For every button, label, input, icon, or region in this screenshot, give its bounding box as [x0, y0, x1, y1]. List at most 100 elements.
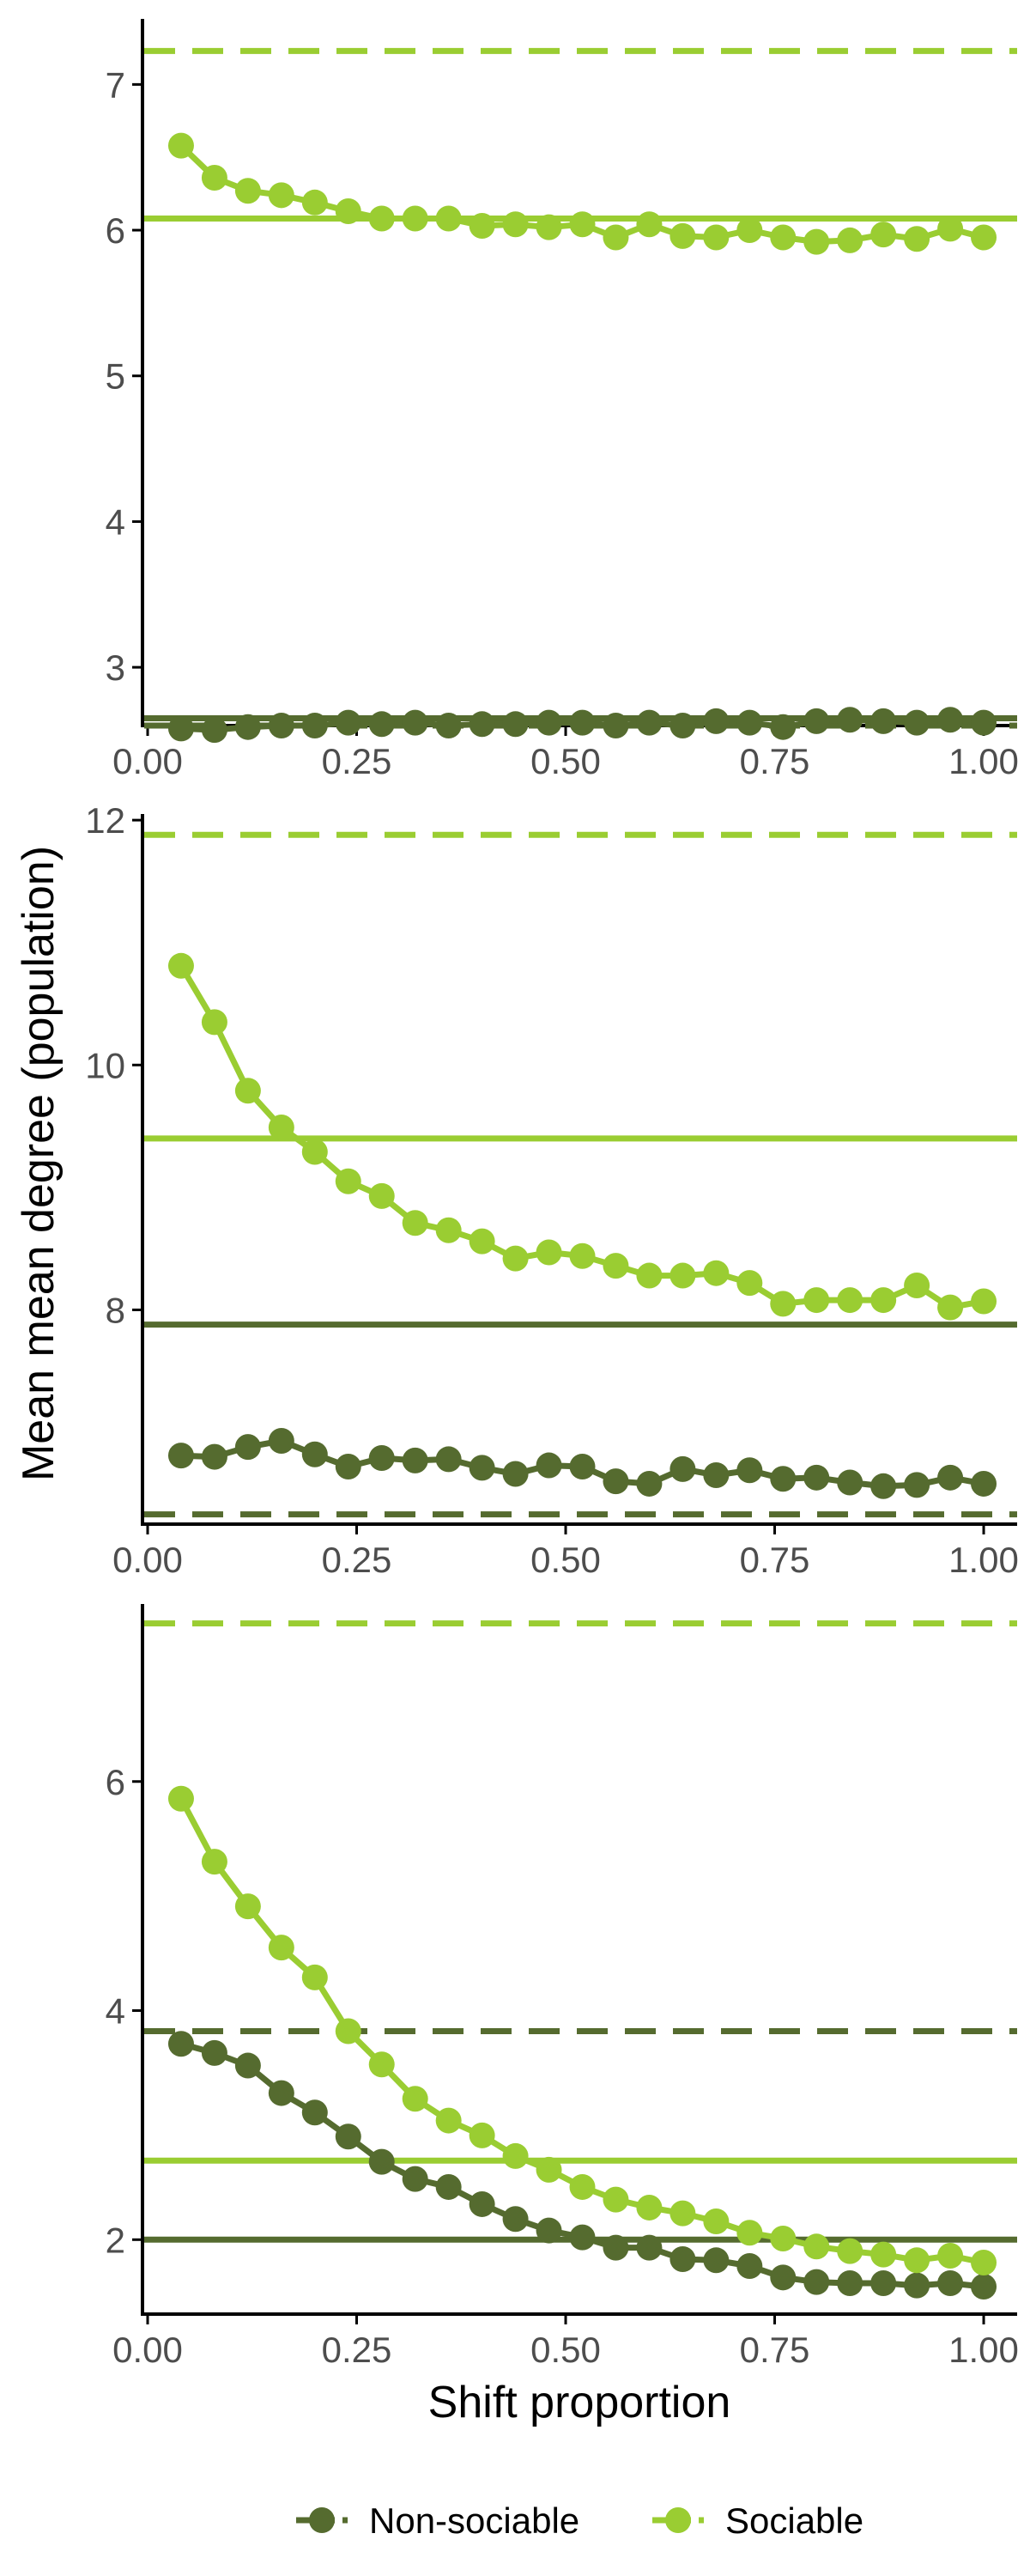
data-point-sociable — [167, 952, 194, 979]
x-tick-label: 1.00 — [948, 2330, 1019, 2370]
data-point-sociable — [234, 1893, 261, 1920]
data-point-non-sociable — [837, 707, 863, 733]
data-point-non-sociable — [502, 711, 529, 738]
data-point-sociable — [335, 2018, 361, 2044]
x-tick-label: 0.25 — [322, 741, 392, 781]
data-point-non-sociable — [234, 1434, 261, 1461]
legend-label-sociable: Sociable — [725, 2500, 863, 2541]
data-point-non-sociable — [167, 1443, 194, 1469]
data-point-sociable — [870, 2241, 897, 2268]
data-point-sociable — [435, 205, 462, 232]
data-point-sociable — [469, 1228, 495, 1255]
data-point-sociable — [569, 2173, 596, 2200]
data-point-sociable — [603, 1253, 629, 1279]
data-point-non-sociable — [770, 714, 797, 740]
data-point-non-sociable — [636, 1470, 663, 1497]
data-point-non-sociable — [335, 709, 361, 736]
data-point-sociable — [368, 1182, 395, 1209]
data-point-non-sociable — [502, 2206, 529, 2233]
y-tick-label: 4 — [106, 1991, 125, 2032]
data-point-non-sociable — [301, 1441, 328, 1467]
data-point-sociable — [368, 205, 395, 232]
x-tick-label: 0.00 — [112, 2330, 183, 2370]
data-point-non-sociable — [703, 1461, 730, 1488]
data-point-non-sociable — [670, 1455, 696, 1482]
data-point-sociable — [837, 2238, 863, 2264]
data-point-sociable — [268, 182, 294, 209]
panel-1: 3 4 5 6 7 0.00 0.25 0.50 0.75 1.00 — [106, 19, 1019, 781]
y-tick-label: 5 — [106, 356, 125, 397]
data-point-non-sociable — [368, 711, 395, 738]
data-point-non-sociable — [301, 2099, 328, 2126]
data-point-sociable — [268, 1935, 294, 1961]
data-point-non-sociable — [502, 1461, 529, 1487]
data-point-sociable — [435, 1217, 462, 1243]
data-point-sociable — [736, 2220, 763, 2246]
data-point-sociable — [536, 1239, 562, 1266]
data-point-sociable — [502, 211, 529, 238]
data-point-sociable — [971, 2249, 997, 2275]
data-point-non-sociable — [167, 715, 194, 742]
data-point-sociable — [904, 2247, 930, 2274]
data-point-sociable — [335, 1168, 361, 1194]
data-point-non-sociable — [870, 1473, 897, 1499]
data-point-non-sociable — [904, 2272, 930, 2299]
panel-3: 2 4 6 0.00 0.25 0.50 0.75 1.00 — [106, 1604, 1019, 2370]
y-tick-label: 6 — [106, 210, 125, 251]
data-point-non-sociable — [703, 2247, 730, 2274]
y-tick-label: 10 — [85, 1045, 125, 1085]
data-point-sociable — [670, 1262, 696, 1289]
data-point-non-sociable — [703, 708, 730, 734]
data-point-sociable — [167, 1785, 194, 1812]
data-point-non-sociable — [435, 1446, 462, 1473]
legend-key-point-sociable — [665, 2507, 691, 2533]
x-tick-label: 0.25 — [322, 2330, 392, 2370]
data-point-sociable — [167, 132, 194, 159]
data-point-non-sociable — [736, 2252, 763, 2279]
data-point-sociable — [301, 1964, 328, 1990]
data-point-non-sociable — [469, 711, 495, 738]
data-point-non-sociable — [736, 709, 763, 736]
y-axis-title: Mean mean degree (population) — [14, 846, 64, 1481]
data-point-non-sociable — [268, 1428, 294, 1455]
data-point-non-sociable — [837, 1469, 863, 1496]
data-point-sociable — [904, 226, 930, 252]
data-point-non-sociable — [368, 2148, 395, 2175]
data-point-non-sociable — [435, 2173, 462, 2200]
data-point-sociable — [569, 1242, 596, 1269]
data-point-sociable — [368, 2051, 395, 2078]
data-point-sociable — [603, 2186, 629, 2213]
data-point-sociable — [736, 1270, 763, 1297]
data-point-non-sociable — [402, 709, 428, 736]
data-point-non-sociable — [670, 713, 696, 738]
data-point-non-sociable — [469, 1455, 495, 1481]
data-point-non-sociable — [402, 1447, 428, 1473]
data-point-sociable — [703, 224, 730, 251]
panel-2: 8 10 12 0.00 0.25 0.50 0.75 1.00 — [85, 800, 1019, 1580]
data-point-non-sociable — [603, 2234, 629, 2261]
data-point-sociable — [971, 1288, 997, 1315]
x-tick-label: 0.75 — [740, 741, 810, 781]
data-point-non-sociable — [770, 2264, 797, 2291]
data-point-sociable — [201, 1849, 227, 1875]
data-point-sociable — [402, 2086, 428, 2112]
data-point-non-sociable — [301, 713, 328, 738]
data-point-sociable — [770, 224, 797, 251]
data-point-non-sociable — [770, 1466, 797, 1492]
data-point-non-sociable — [234, 714, 261, 740]
y-tick-label: 6 — [106, 1762, 125, 1802]
y-tick-label: 7 — [106, 64, 125, 105]
data-point-sociable — [937, 2242, 964, 2269]
data-point-sociable — [837, 227, 863, 253]
data-point-non-sociable — [971, 1470, 997, 1497]
data-point-non-sociable — [803, 2269, 830, 2295]
data-point-sociable — [870, 222, 897, 248]
data-point-sociable — [502, 1245, 529, 1272]
data-point-sociable — [703, 1260, 730, 1286]
data-point-non-sociable — [201, 717, 227, 744]
data-point-sociable — [536, 214, 562, 240]
data-point-sociable — [636, 211, 663, 238]
x-tick-label: 0.50 — [530, 741, 601, 781]
data-point-non-sociable — [469, 2190, 495, 2217]
data-point-non-sociable — [837, 2269, 863, 2296]
